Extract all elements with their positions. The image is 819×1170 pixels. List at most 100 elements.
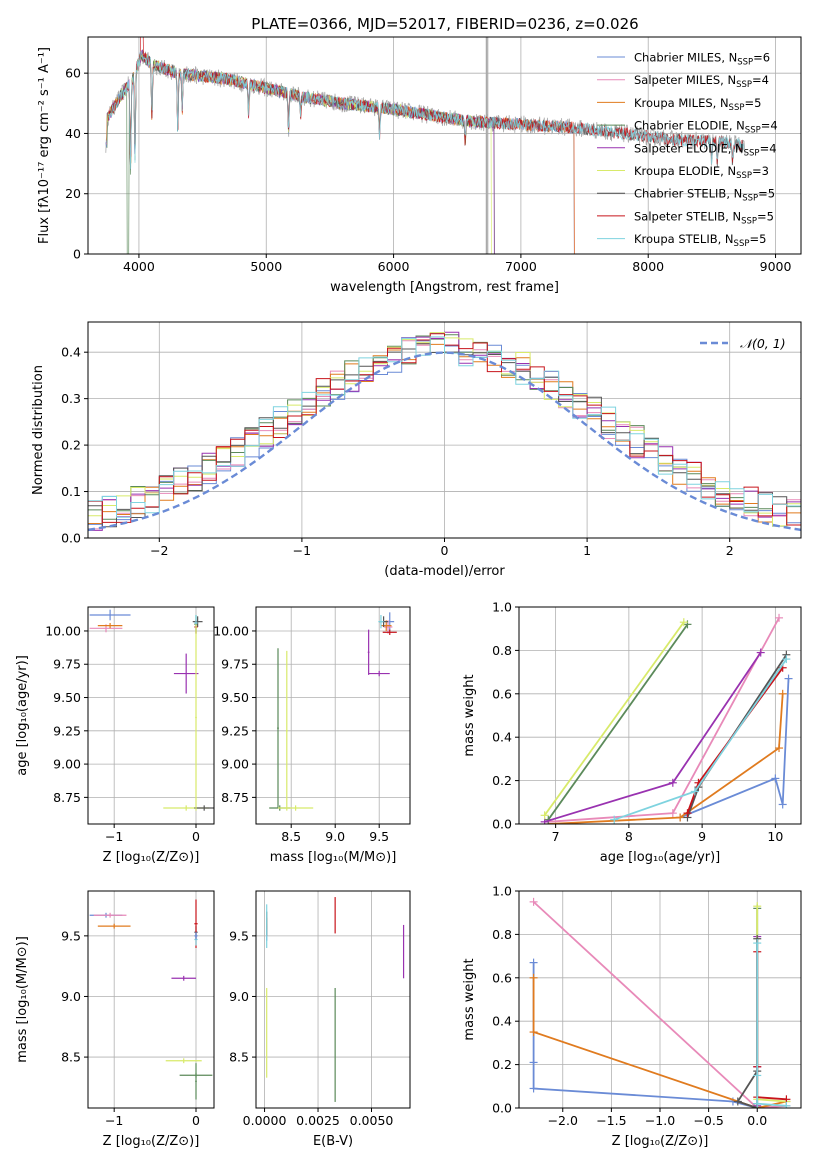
x-tick-label: −1.0	[645, 1113, 675, 1128]
y-tick-label: 0.2	[492, 773, 512, 788]
weight-marker	[529, 958, 538, 967]
age_vs_Z-panel: −1 0 8.75 9.00 9.25 9.50 9.75 10.00 Z [log₁₀(Z/Z…	[15, 606, 215, 865]
age_vs_mass-panel: 8.5 9.0 9.5 8.75 9.00 9.25 9.50 9.75 10.00 mass […	[213, 606, 411, 865]
y-tick-label: 20	[65, 186, 81, 201]
y-tick-label: 9.25	[53, 723, 81, 738]
legend-label: Kroupa STELIB, NSSP=5	[634, 232, 766, 249]
y-tick-label: 9.25	[221, 723, 249, 738]
weight-marker	[775, 613, 784, 622]
residuals-plot-area	[88, 331, 801, 532]
x-tick-label: −2.0	[548, 1113, 578, 1128]
y-axis-label: mass [log₁₀(M/M⊙)]	[15, 936, 30, 1063]
x-tick-label: 0.0000	[243, 1113, 287, 1128]
x-tick-label: −0.5	[693, 1113, 723, 1128]
model-line-salpeter-stelib	[108, 37, 744, 165]
weight-marker	[690, 787, 699, 796]
y-tick-label: 9.50	[221, 690, 249, 705]
errorbar-point	[97, 923, 131, 929]
weight-marker	[610, 815, 619, 824]
weight_vs_age-plot-area	[540, 613, 793, 824]
weight-marker	[733, 1097, 742, 1106]
x-tick-label: −1	[105, 829, 123, 844]
axes-frame	[87, 606, 215, 825]
x-axis-label: age [log₁₀(age/yr)]	[600, 850, 721, 865]
errorbar-point	[368, 670, 390, 677]
errorbar-point	[382, 629, 397, 635]
errorbar-point	[367, 629, 370, 675]
y-tick-label: 0	[73, 247, 81, 262]
errorbar-point	[192, 616, 203, 627]
weight-marker	[668, 778, 677, 787]
y-tick-label: 0.3	[61, 391, 81, 406]
weight-marker	[753, 1099, 762, 1108]
age_vs_Z-plot-area	[89, 609, 214, 811]
weight-line	[736, 938, 759, 1108]
weight-marker	[784, 674, 793, 683]
x-tick-label: −1	[293, 543, 311, 558]
model-line-kroupa-stelib	[108, 50, 744, 170]
weight-marker	[529, 973, 538, 982]
errorbar-point	[171, 975, 196, 981]
x-tick-label: 9000	[760, 259, 792, 274]
axes-frame	[87, 36, 802, 255]
x-tick-label: 6000	[378, 259, 410, 274]
errorbar-point	[165, 1058, 202, 1064]
legend-label: Kroupa ELODIE, NSSP=3	[634, 164, 769, 181]
weight-line	[756, 951, 787, 1101]
y-tick-label: 0.4	[492, 730, 512, 745]
spectrum-legend: Chabrier MILES, NSSP=6 Salpeter MILES, NS…	[597, 51, 778, 249]
legend-label: Salpeter MILES, NSSP=4	[634, 73, 769, 90]
errorbar-point	[93, 912, 127, 918]
y-tick-label: 0.0	[492, 1101, 512, 1116]
y-tick-label: 0.2	[61, 438, 81, 453]
normal-reference-curve	[88, 351, 801, 532]
weight-line	[532, 901, 787, 1108]
y-tick-label: 1.0	[492, 600, 512, 615]
weight-marker	[756, 648, 765, 657]
spectrum-panel: 4000 5000 6000 7000 8000 9000 0 20 40 60 wavelengt…	[37, 36, 802, 295]
x-tick-label: 10	[767, 829, 783, 844]
y-tick-label: 9.75	[221, 657, 249, 672]
x-tick-label: 0.0025	[296, 1113, 340, 1128]
y-tick-label: 10.00	[45, 623, 81, 638]
axes-frame	[87, 890, 215, 1109]
model-line-chabrier-elodie	[106, 48, 495, 254]
errorbar-point	[285, 650, 288, 811]
weight-marker	[753, 1071, 762, 1080]
x-tick-label: 1	[583, 543, 591, 558]
errorbar-point	[278, 805, 314, 811]
weight-line	[532, 962, 758, 1108]
weight_vs_Z-panel: −2.0 −1.5 −1.0 −0.5 0.0 0.0 0.2 0.4 0.6 0.8 1.0 Z […	[462, 884, 802, 1149]
weight_vs_age-panel: 7 8 9 10 0.0 0.2 0.4 0.6 0.8 1.0 age [log₁₀(age/yr…	[462, 600, 802, 865]
legend-label: Chabrier STELIB, NSSP=5	[634, 187, 775, 204]
y-tick-label: 9.50	[53, 690, 81, 705]
legend-label: Salpeter STELIB, NSSP=5	[634, 209, 774, 226]
y-tick-label: 0.6	[492, 970, 512, 985]
y-tick-label: 9.0	[229, 989, 249, 1004]
weight-marker	[782, 1101, 791, 1108]
legend-label: Chabrier ELODIE, NSSP=4	[634, 119, 778, 136]
y-tick-label: 9.00	[221, 757, 249, 772]
model-line-kroupa-elodie	[107, 52, 492, 254]
x-tick-label: 4000	[123, 259, 155, 274]
y-axis-label: age [log₁₀(age/yr)]	[15, 655, 30, 776]
mass_vs_Z-panel: −1 0 8.5 9.0 9.5 Z [log₁₀(Z/Z⊙)] mass [log₁₀(M…	[15, 890, 215, 1149]
y-tick-label: 0.0	[492, 817, 512, 832]
weight-marker	[540, 811, 549, 820]
errorbar-point	[195, 1063, 197, 1100]
errorbar-point	[194, 932, 198, 940]
x-tick-label: 0.0050	[350, 1113, 394, 1128]
y-tick-label: 8.5	[61, 1050, 81, 1065]
y-tick-label: 1.0	[492, 884, 512, 899]
y-tick-label: 9.0	[61, 989, 81, 1004]
weight-marker	[782, 655, 791, 664]
x-tick-label: 5000	[250, 259, 282, 274]
x-tick-label: 0.0	[747, 1113, 767, 1128]
x-tick-label: 2	[726, 543, 734, 558]
y-tick-label: 9.5	[61, 928, 81, 943]
spectrum-plot-area	[105, 37, 746, 254]
x-axis-label: E(B-V)	[313, 1134, 353, 1149]
y-axis-label: Flux [fλ10⁻¹⁷ erg cm⁻² s⁻¹ A⁻¹]	[37, 47, 52, 244]
y-tick-label: 60	[65, 66, 81, 81]
errorbar-point	[195, 624, 197, 811]
